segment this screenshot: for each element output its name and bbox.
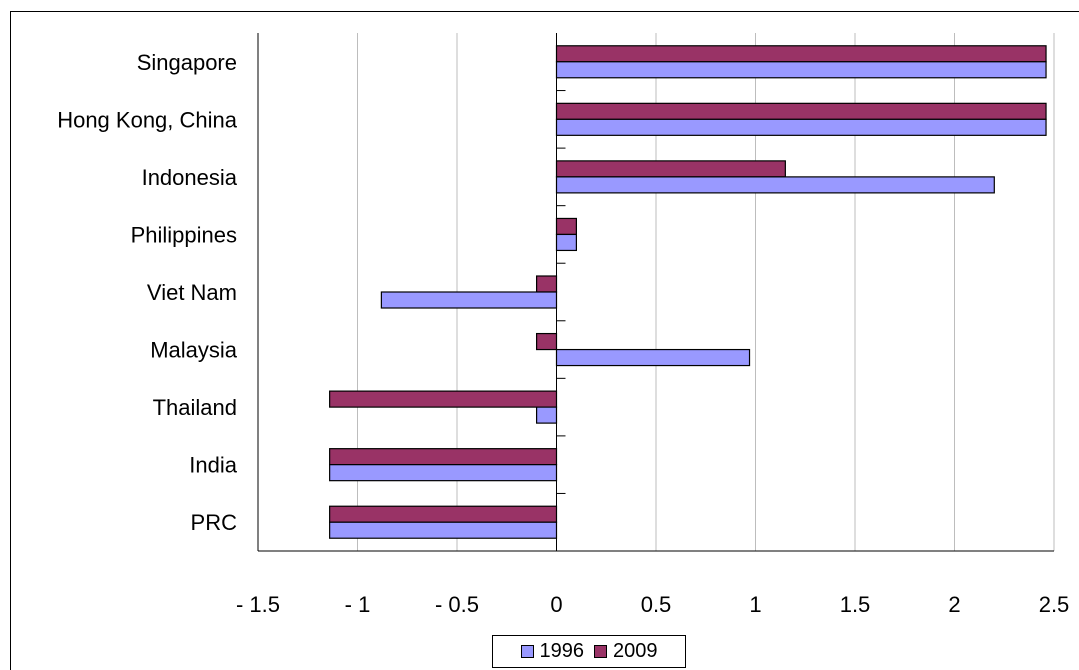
- bar-malaysia-1996: [555, 348, 751, 367]
- bar-philippines-2009: [555, 217, 577, 236]
- x-tick-label-6: 1.5: [840, 592, 871, 617]
- category-label-india: India: [189, 453, 237, 478]
- x-tick-label-2: - 0.5: [435, 592, 479, 617]
- category-label-indonesia: Indonesia: [142, 165, 238, 190]
- bar-viet-nam-2009: [535, 275, 558, 293]
- x-tick-label-4: 0.5: [641, 592, 672, 617]
- chart-frame: [10, 11, 1079, 670]
- category-label-prc: PRC: [191, 510, 238, 535]
- category-label-thailand: Thailand: [153, 395, 237, 420]
- bar-viet-nam-1996: [380, 291, 558, 309]
- bar-hong-kong-china-2009: [555, 102, 1047, 120]
- x-tick-label-5: 1: [749, 592, 761, 617]
- legend-swatch-2009: [594, 645, 607, 658]
- bar-singapore-2009: [555, 45, 1047, 63]
- category-label-philippines: Philippines: [131, 222, 237, 247]
- bar-thailand-2009: [329, 390, 558, 408]
- legend-label-2009: 2009: [613, 640, 658, 662]
- bar-prc-1996: [329, 521, 558, 539]
- bar-singapore-1996: [555, 61, 1047, 79]
- x-tick-label-0: - 1.5: [236, 592, 280, 617]
- bars: [329, 45, 1047, 539]
- category-label-hong-kong-china: Hong Kong, China: [57, 107, 238, 132]
- category-label-malaysia: Malaysia: [150, 338, 238, 363]
- category-label-singapore: Singapore: [137, 50, 237, 75]
- x-tick-label-7: 2: [948, 592, 960, 617]
- category-label-viet-nam: Viet Nam: [147, 280, 237, 305]
- bar-hong-kong-china-1996: [555, 118, 1047, 136]
- bar-thailand-1996: [535, 406, 558, 424]
- bar-philippines-1996: [555, 233, 577, 252]
- x-tick-labels: - 1.5 - 1 - 0.5 0 0.5 1 1.5 2 2.5: [236, 592, 1069, 617]
- bar-india-1996: [329, 464, 558, 482]
- legend-item-1996: 1996: [520, 640, 585, 663]
- bar-india-2009: [329, 448, 558, 466]
- bar-prc-2009: [329, 505, 558, 523]
- bar-malaysia-2009: [535, 332, 558, 351]
- bar-indonesia-2009: [555, 160, 786, 178]
- axes: [257, 33, 1054, 552]
- x-tick-label-3: 0: [550, 592, 562, 617]
- legend-item-2009: 2009: [594, 640, 658, 663]
- legend: 1996 2009: [492, 635, 686, 668]
- bar-indonesia-1996: [555, 176, 995, 194]
- x-tick-label-1: - 1: [345, 592, 371, 617]
- x-tick-label-8: 2.5: [1039, 592, 1070, 617]
- legend-swatch-1996: [520, 645, 534, 658]
- category-labels: Singapore Hong Kong, China Indonesia Philip…: [57, 50, 238, 535]
- legend-label-1996: 1996: [539, 640, 585, 662]
